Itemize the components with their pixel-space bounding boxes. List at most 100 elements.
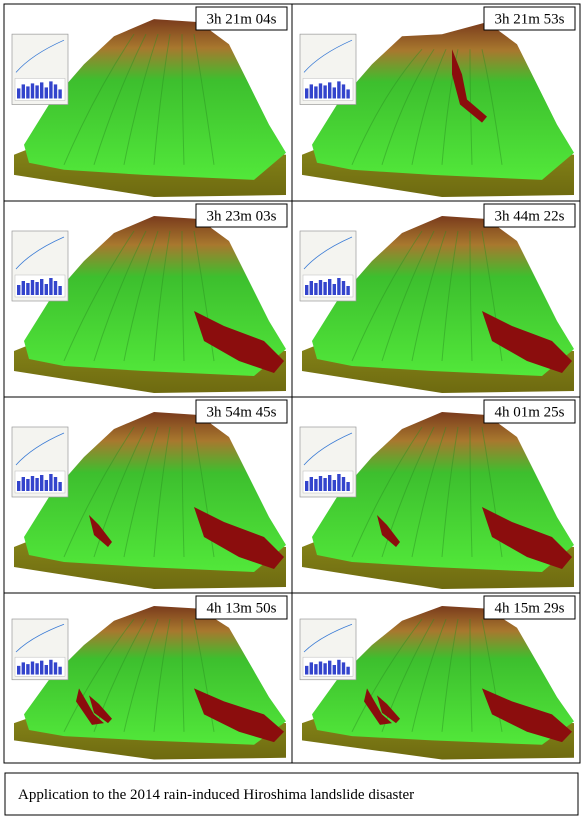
inset-bar bbox=[21, 477, 25, 491]
inset-bar bbox=[328, 82, 332, 99]
ridge bbox=[411, 426, 447, 558]
inset-bar bbox=[305, 665, 309, 675]
panel: 3h 44m 22s bbox=[291, 200, 581, 398]
inset-bar bbox=[309, 281, 313, 295]
ridge bbox=[181, 34, 185, 165]
time-label: 3h 23m 03s bbox=[206, 209, 276, 225]
ridge bbox=[441, 618, 459, 732]
ridge bbox=[193, 618, 215, 732]
inset-curve bbox=[303, 39, 353, 73]
inset-panel bbox=[299, 230, 357, 302]
inset-bar bbox=[17, 665, 21, 675]
ridge bbox=[351, 618, 423, 733]
inset-bar bbox=[26, 283, 30, 295]
inset-bar bbox=[44, 480, 48, 491]
ridge bbox=[93, 426, 147, 558]
inset-bar bbox=[17, 481, 21, 491]
caption-box bbox=[4, 772, 579, 816]
inset-bar bbox=[26, 664, 30, 675]
inset-bar bbox=[341, 477, 346, 491]
inset-bar bbox=[314, 664, 318, 675]
time-label: 3h 21m 53s bbox=[494, 12, 564, 28]
panel: 4h 15m 29s bbox=[291, 592, 581, 764]
panel: 4h 01m 25s bbox=[291, 396, 581, 594]
inset-bar bbox=[53, 281, 58, 295]
landslide bbox=[89, 695, 112, 724]
inset-bar bbox=[323, 478, 327, 491]
inset-bar bbox=[49, 81, 53, 99]
panel: 4h 13m 50s bbox=[3, 592, 293, 764]
inset-curve bbox=[15, 39, 65, 73]
ridge bbox=[181, 230, 185, 362]
inset-bar bbox=[314, 283, 318, 295]
ridge bbox=[441, 426, 459, 558]
inset-panel bbox=[299, 618, 357, 681]
inset-panel bbox=[11, 618, 69, 681]
ridge bbox=[469, 426, 473, 558]
ridge bbox=[411, 49, 447, 165]
time-box bbox=[195, 399, 288, 424]
time-box bbox=[195, 595, 288, 620]
ridge bbox=[381, 618, 435, 732]
ridge bbox=[381, 230, 435, 362]
ridge bbox=[469, 230, 473, 362]
landslide bbox=[194, 507, 284, 569]
inset-curve bbox=[303, 236, 353, 270]
inset-bar bbox=[323, 663, 327, 675]
ridge bbox=[153, 34, 171, 165]
inset-panel bbox=[11, 426, 69, 498]
inset-bar bbox=[40, 660, 44, 675]
inset-bar bbox=[332, 87, 336, 99]
time-label: 4h 15m 29s bbox=[494, 601, 564, 617]
inset-bar bbox=[17, 88, 21, 99]
ridge bbox=[411, 230, 447, 362]
landslide bbox=[377, 515, 400, 547]
ridge bbox=[63, 618, 135, 733]
landslide bbox=[89, 515, 112, 547]
inset-bar bbox=[309, 477, 313, 491]
ridge bbox=[153, 230, 171, 362]
inset-bar bbox=[58, 286, 62, 295]
inset-bar bbox=[346, 666, 350, 675]
inset-bar bbox=[44, 284, 48, 295]
time-label: 3h 44m 22s bbox=[494, 209, 564, 225]
ridge bbox=[153, 618, 171, 732]
inset-curve bbox=[303, 623, 353, 653]
inset-bar bbox=[318, 661, 323, 675]
inset-bar bbox=[35, 663, 39, 675]
time-box bbox=[195, 203, 288, 228]
inset-curve bbox=[15, 432, 65, 466]
inset-bar bbox=[305, 481, 309, 491]
inset-bar bbox=[35, 85, 39, 99]
inset-bar bbox=[49, 278, 53, 295]
ridge bbox=[381, 426, 435, 558]
inset-bar bbox=[337, 81, 341, 99]
inset-panel bbox=[11, 33, 69, 105]
time-box bbox=[195, 6, 288, 31]
ridge bbox=[351, 48, 423, 165]
ridge bbox=[153, 426, 171, 558]
inset-bar bbox=[314, 479, 318, 491]
inset-panel bbox=[299, 33, 357, 105]
inset-bar bbox=[30, 83, 35, 99]
ridge bbox=[93, 618, 147, 732]
inset-bar bbox=[53, 477, 58, 491]
inset-bar bbox=[44, 87, 48, 99]
time-label: 3h 21m 04s bbox=[206, 12, 276, 28]
inset-bar bbox=[328, 660, 332, 675]
inset-bar bbox=[305, 285, 309, 295]
panel: 3h 54m 45s bbox=[3, 396, 293, 594]
inset-bar bbox=[341, 84, 346, 99]
inset-bar bbox=[323, 282, 327, 295]
ridge bbox=[351, 230, 423, 362]
inset-bar bbox=[323, 85, 327, 99]
ridge bbox=[193, 34, 215, 165]
inset-bar bbox=[318, 476, 323, 491]
inset-bar bbox=[332, 284, 336, 295]
inset-bar bbox=[21, 662, 25, 675]
ridge bbox=[441, 230, 459, 362]
landslide bbox=[76, 688, 104, 725]
inset-curve bbox=[303, 432, 353, 466]
ridge bbox=[193, 426, 215, 558]
inset-bar bbox=[44, 664, 48, 675]
